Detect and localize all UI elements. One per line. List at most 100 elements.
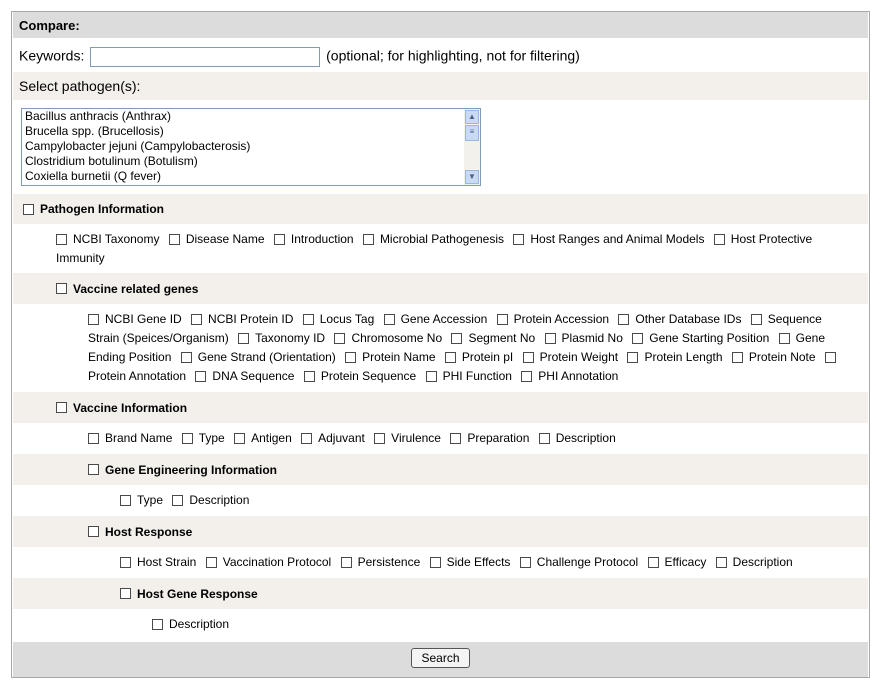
option-checkbox-item[interactable]: Introduction [273, 232, 357, 246]
option-checkbox-item[interactable]: Host Protective Immunity [56, 232, 812, 265]
option-checkbox-item[interactable]: NCBI Protein ID [191, 312, 297, 326]
option-checkbox-item[interactable]: Type [120, 493, 166, 507]
checkbox[interactable] [522, 352, 534, 363]
checkbox[interactable] [340, 557, 352, 568]
checkbox[interactable] [647, 557, 659, 568]
checkbox[interactable] [383, 314, 395, 325]
checkbox[interactable] [538, 433, 550, 444]
option-checkbox-item[interactable]: Description [172, 493, 249, 507]
checkbox[interactable] [88, 314, 99, 325]
option-checkbox-item[interactable]: Host Ranges and Animal Models [513, 232, 707, 246]
checkbox[interactable] [56, 283, 67, 294]
option-checkbox-item[interactable]: Protein Note [731, 350, 819, 364]
option-checkbox-item[interactable]: Gene Starting Position [632, 331, 772, 345]
checkbox[interactable] [238, 333, 250, 344]
scrollbar[interactable]: ▲ ≡ ▼ [464, 109, 480, 185]
option-checkbox-item[interactable]: Adjuvant [301, 431, 368, 445]
checkbox[interactable] [181, 433, 193, 444]
checkbox[interactable] [56, 402, 67, 413]
option-checkbox-item[interactable]: Description [538, 431, 616, 445]
checkbox[interactable] [302, 314, 314, 325]
pathogen-listbox[interactable]: Bacillus anthracis (Anthrax) Brucella spp… [21, 108, 481, 186]
checkbox[interactable] [824, 352, 836, 363]
option-checkbox-item[interactable]: Efficacy [647, 555, 710, 569]
option-checkbox-item[interactable]: Description [152, 617, 229, 631]
option-checkbox-item[interactable]: Protein Accession [496, 312, 613, 326]
pathogen-option[interactable]: Brucella spp. (Brucellosis) [25, 124, 164, 138]
checkbox[interactable] [303, 371, 315, 382]
section-gene-engineering-information[interactable]: Gene Engineering Information [13, 454, 868, 485]
section-pathogen-information[interactable]: Pathogen Information [13, 194, 868, 224]
checkbox[interactable] [618, 314, 630, 325]
section-vaccine-related-genes[interactable]: Vaccine related genes [13, 273, 868, 304]
option-checkbox-item[interactable]: Other Database IDs [618, 312, 744, 326]
checkbox[interactable] [273, 234, 285, 245]
checkbox[interactable] [88, 464, 99, 475]
checkbox[interactable] [521, 371, 533, 382]
option-checkbox-item[interactable]: Description [715, 555, 793, 569]
checkbox[interactable] [152, 619, 163, 630]
checkbox[interactable] [444, 352, 456, 363]
section-vaccine-information[interactable]: Vaccine Information [13, 392, 868, 423]
checkbox[interactable] [425, 371, 437, 382]
option-checkbox-item[interactable]: Protein Annotation [88, 350, 842, 383]
option-checkbox-item[interactable]: Gene Strand (Orientation) [180, 350, 339, 364]
checkbox[interactable] [88, 526, 99, 537]
option-checkbox-item[interactable]: Brand Name [88, 431, 176, 445]
checkbox[interactable] [778, 333, 790, 344]
checkbox[interactable] [120, 588, 131, 599]
search-button[interactable]: Search [411, 648, 470, 668]
checkbox[interactable] [180, 352, 192, 363]
option-checkbox-item[interactable]: DNA Sequence [195, 369, 297, 383]
option-checkbox-item[interactable]: Taxonomy ID [238, 331, 328, 345]
checkbox[interactable] [88, 433, 99, 444]
scroll-thumb[interactable]: ≡ [465, 125, 479, 141]
checkbox[interactable] [362, 234, 374, 245]
option-checkbox-item[interactable]: Protein Sequence [303, 369, 420, 383]
checkbox[interactable] [750, 314, 762, 325]
checkbox[interactable] [120, 557, 131, 568]
checkbox[interactable] [450, 433, 462, 444]
option-checkbox-item[interactable]: Challenge Protocol [519, 555, 642, 569]
keywords-input[interactable] [90, 47, 321, 67]
checkbox[interactable] [120, 495, 131, 506]
option-checkbox-item[interactable]: Protein pI [444, 350, 517, 364]
option-checkbox-item[interactable]: Plasmid No [544, 331, 627, 345]
pathogen-option[interactable]: Campylobacter jejuni (Campylobacterosis) [25, 139, 251, 153]
option-checkbox-item[interactable]: Disease Name [168, 232, 268, 246]
checkbox[interactable] [334, 333, 346, 344]
pathogen-option[interactable]: Bacillus anthracis (Anthrax) [25, 109, 172, 123]
checkbox[interactable] [345, 352, 357, 363]
option-checkbox-item[interactable]: Sequence Strain (Speices/Organism) [88, 312, 822, 345]
checkbox[interactable] [513, 234, 525, 245]
scroll-down-icon[interactable]: ▼ [465, 170, 479, 184]
section-host-response[interactable]: Host Response [13, 516, 868, 547]
option-checkbox-item[interactable]: Virulence [374, 431, 444, 445]
option-checkbox-item[interactable]: Protein Name [345, 350, 439, 364]
option-checkbox-item[interactable]: Protein Weight [522, 350, 622, 364]
checkbox[interactable] [191, 314, 203, 325]
checkbox[interactable] [301, 433, 313, 444]
pathogen-option[interactable]: Coxiella burnetii (Q fever) [25, 169, 162, 183]
option-checkbox-item[interactable]: Segment No [451, 331, 538, 345]
scroll-up-icon[interactable]: ▲ [465, 110, 479, 124]
option-checkbox-item[interactable]: Preparation [450, 431, 532, 445]
checkbox[interactable] [713, 234, 725, 245]
checkbox[interactable] [731, 352, 743, 363]
option-checkbox-item[interactable]: NCBI Taxonomy [56, 232, 163, 246]
checkbox[interactable] [172, 495, 184, 506]
section-host-gene-response[interactable]: Host Gene Response [13, 578, 868, 609]
option-checkbox-item[interactable]: Type [181, 431, 228, 445]
checkbox[interactable] [451, 333, 463, 344]
option-checkbox-item[interactable]: Vaccination Protocol [205, 555, 335, 569]
option-checkbox-item[interactable]: Antigen [234, 431, 295, 445]
option-checkbox-item[interactable]: Gene Accession [383, 312, 491, 326]
checkbox[interactable] [374, 433, 386, 444]
checkbox[interactable] [195, 371, 207, 382]
option-checkbox-item[interactable]: Chromosome No [334, 331, 445, 345]
option-checkbox-item[interactable]: Microbial Pathogenesis [362, 232, 507, 246]
checkbox[interactable] [632, 333, 644, 344]
option-checkbox-item[interactable]: Side Effects [429, 555, 514, 569]
checkbox[interactable] [627, 352, 639, 363]
option-checkbox-item[interactable]: PHI Annotation [521, 369, 618, 383]
